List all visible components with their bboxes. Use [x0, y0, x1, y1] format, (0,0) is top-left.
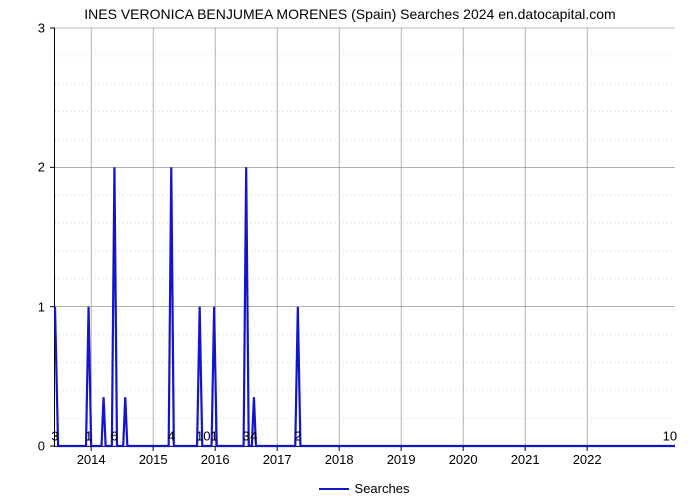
y-tick-label: 2 [38, 160, 55, 175]
y-tick-label: 3 [38, 21, 55, 36]
y-tick-label: 1 [38, 299, 55, 314]
data-value-label: 3 [51, 429, 58, 444]
data-value-label: 1 [211, 429, 218, 444]
x-tick-label: 2016 [201, 446, 230, 467]
data-value-label: 4 [250, 429, 257, 444]
data-value-label: 10 [663, 429, 677, 444]
x-tick-label: 2015 [139, 446, 168, 467]
legend-label: Searches [355, 481, 410, 496]
chart-title: INES VERONICA BENJUMEA MORENES (Spain) S… [0, 6, 700, 22]
data-value-label: 1 [196, 429, 203, 444]
x-tick-label: 2021 [511, 446, 540, 467]
data-value-label: 0 [203, 429, 210, 444]
data-value-label: 3 [243, 429, 250, 444]
x-tick-label: 2022 [573, 446, 602, 467]
data-value-label: 4 [168, 429, 175, 444]
legend: Searches [54, 481, 674, 496]
x-tick-label: 2017 [263, 446, 292, 467]
x-tick-label: 2018 [325, 446, 354, 467]
legend-swatch [319, 488, 349, 490]
x-tick-label: 2014 [77, 446, 106, 467]
data-value-label: 6 [111, 429, 118, 444]
plot-area: 0123201420152016201720182019202020212022… [54, 28, 675, 447]
data-value-label: 2 [294, 429, 301, 444]
x-tick-label: 2020 [449, 446, 478, 467]
data-value-label: 1 [85, 429, 92, 444]
x-tick-label: 2019 [387, 446, 416, 467]
chart-container: INES VERONICA BENJUMEA MORENES (Spain) S… [0, 0, 700, 500]
